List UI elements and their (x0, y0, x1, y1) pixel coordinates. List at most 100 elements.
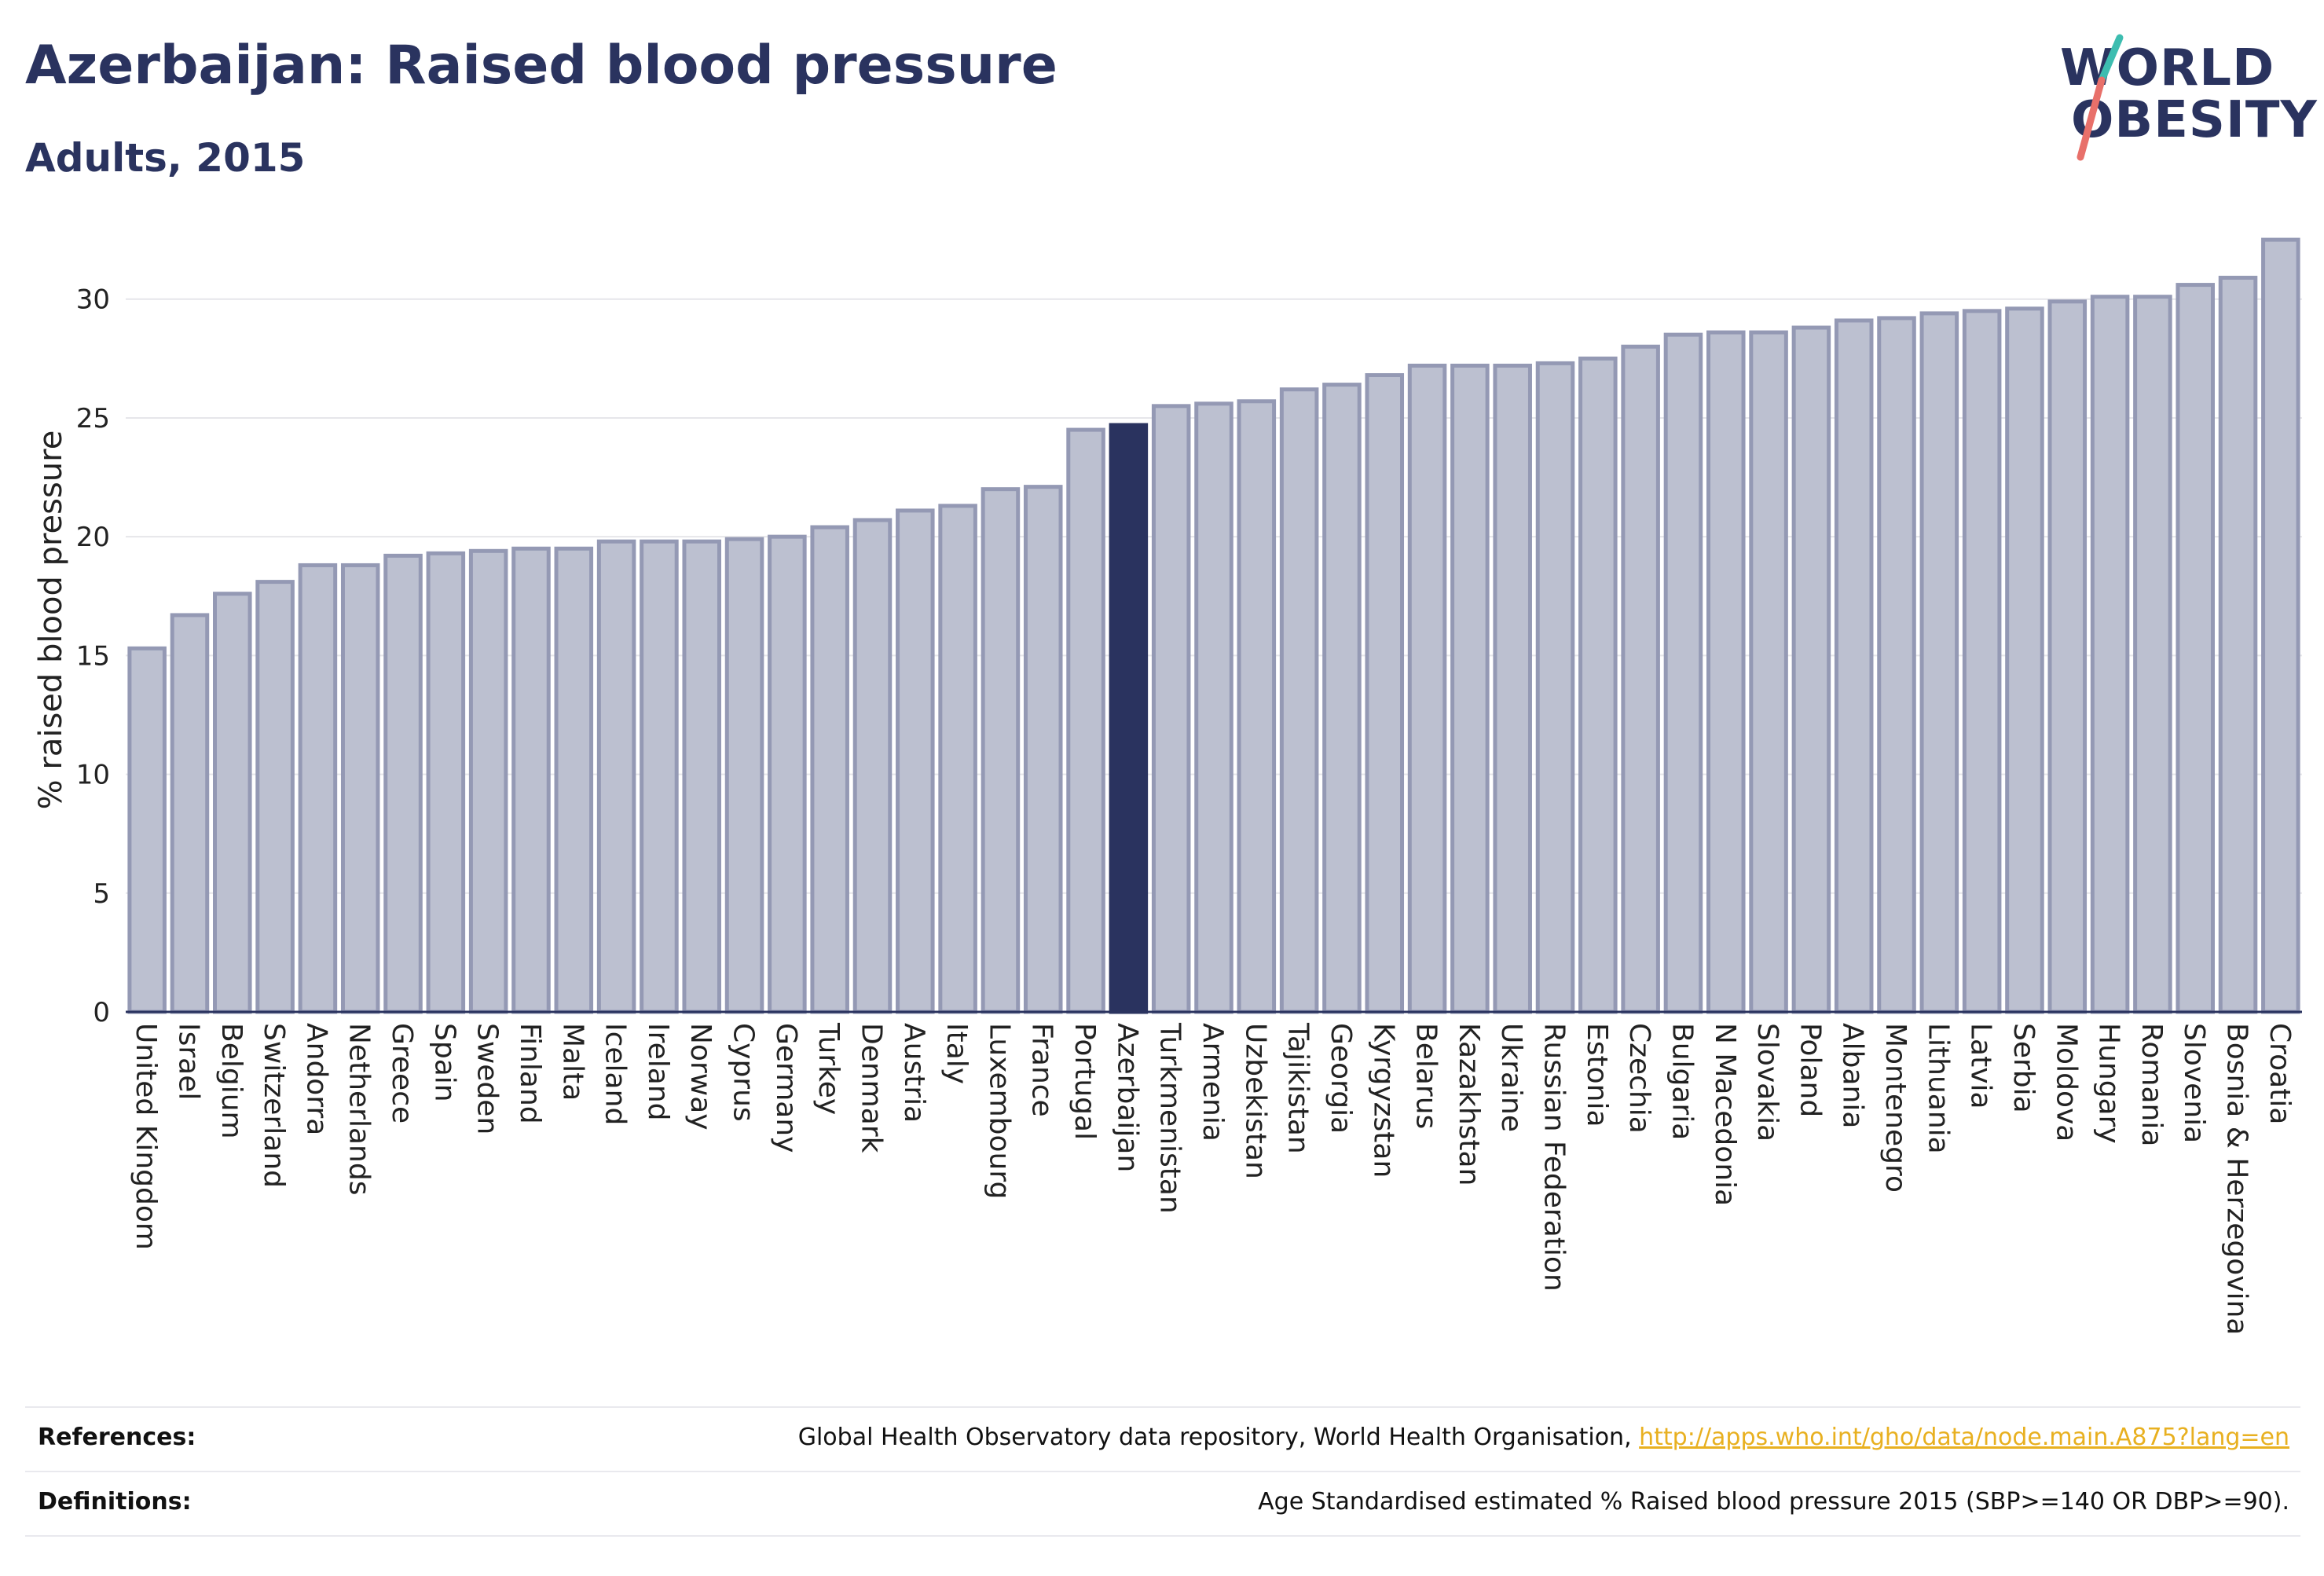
x-tick-label: Romania (2135, 1023, 2168, 1146)
bar (2133, 295, 2172, 1014)
bar-chart: 0 5 10 15 20 25 30 % raised blood pressure Unite… (33, 237, 2302, 1335)
bar (2218, 276, 2258, 1014)
x-tick-label: Denmark (855, 1023, 887, 1153)
bar (1407, 363, 1447, 1014)
logo-line1: WORLD (2060, 39, 2275, 97)
x-tick-label: Greece (386, 1023, 418, 1123)
x-tick-label: Belarus (1410, 1023, 1442, 1129)
x-tick-label: Luxembourg (983, 1023, 1015, 1199)
bar (340, 563, 380, 1014)
x-tick-label: Armenia (1197, 1023, 1229, 1142)
x-tick-label: Belgium (215, 1023, 247, 1139)
x-tick-label: France (1026, 1023, 1058, 1117)
x-tick-label: Turkmenistan (1154, 1022, 1186, 1214)
x-tick-label: Czechia (1623, 1023, 1655, 1134)
bar (511, 546, 551, 1014)
bar (1663, 332, 1703, 1014)
bar (213, 592, 252, 1014)
bar (896, 508, 935, 1014)
footer-divider (25, 1406, 2300, 1408)
x-tick-label: Lithuania (1922, 1023, 1954, 1154)
bar (981, 487, 1021, 1014)
x-tick-label: Finland (514, 1023, 546, 1124)
logo-slash-icon (2077, 34, 2124, 161)
bar (1535, 361, 1575, 1014)
x-tick-label: Norway (684, 1023, 717, 1131)
x-tick-label: Turkey (812, 1022, 845, 1115)
bar (2261, 237, 2300, 1014)
x-tick-label: Kazakhstan (1453, 1023, 1485, 1186)
x-tick-label: Poland (1794, 1023, 1826, 1117)
bar (1621, 344, 1660, 1014)
x-tick-label: Andorra (300, 1023, 332, 1135)
x-tick-label: Ukraine (1495, 1023, 1527, 1132)
bar (1066, 427, 1105, 1014)
bar (1023, 485, 1063, 1014)
bar (1791, 325, 1831, 1014)
x-tick-label: Spain (428, 1023, 460, 1102)
bar (170, 613, 210, 1014)
bar (1706, 330, 1746, 1014)
definitions-value: Age Standardised estimated % Raised bloo… (1258, 1488, 2289, 1516)
bar (255, 580, 295, 1014)
x-tick-label: Sweden (471, 1023, 504, 1134)
x-tick-label: Netherlands (343, 1023, 376, 1195)
x-tick-label: Croatia (2264, 1023, 2296, 1124)
x-tick-label: Estonia (1581, 1023, 1613, 1127)
bar (1151, 404, 1191, 1014)
bar (852, 518, 893, 1014)
logo-line2: OBESITY (2071, 91, 2318, 149)
bar (1365, 373, 1405, 1014)
bar (724, 537, 764, 1014)
references-label: References: (38, 1424, 196, 1451)
bar (1109, 423, 1149, 1014)
y-tick-label: 15 (76, 640, 110, 672)
bar (768, 534, 807, 1014)
bar (2176, 283, 2215, 1014)
references-row: References: Global Health Observatory da… (38, 1416, 2289, 1463)
y-tick-label: 30 (76, 284, 110, 316)
bar (2047, 299, 2088, 1014)
x-tick-label: Serbia (2007, 1023, 2040, 1113)
bar (1962, 309, 2002, 1014)
x-tick-label: Bulgaria (1666, 1023, 1698, 1140)
x-tick-label: Latvia (1965, 1023, 1997, 1109)
page-title: Azerbaijan: Raised blood pressure (25, 35, 1058, 97)
definitions-label: Definitions: (38, 1488, 192, 1516)
x-tick-label: United Kingdom (130, 1023, 162, 1250)
bar (810, 525, 849, 1014)
references-value: Global Health Observatory data repositor… (798, 1424, 2289, 1451)
x-tick-label: Hungary (2093, 1023, 2125, 1144)
page-subtitle: Adults, 2015 (25, 135, 306, 181)
bar (298, 563, 338, 1014)
footer-divider (25, 1535, 2300, 1537)
x-tick-label: Uzbekistan (1239, 1023, 1271, 1179)
bar (2090, 295, 2130, 1014)
bar (682, 539, 722, 1014)
x-tick-label: Austria (898, 1023, 930, 1123)
x-tick-label: Moldova (2050, 1023, 2082, 1142)
x-tick-label: Bosnia & Herzegovina (2221, 1023, 2253, 1335)
x-tick-label: Albania (1837, 1023, 1869, 1128)
footer-divider (25, 1471, 2300, 1472)
x-tick-label: N Macedonia (1709, 1023, 1741, 1206)
x-tick-label: Georgia (1325, 1023, 1357, 1134)
bar (1322, 383, 1362, 1014)
y-tick-label: 25 (76, 403, 110, 434)
x-tick-label: Azerbaijan (1111, 1023, 1143, 1172)
x-tick-label: Iceland (599, 1023, 632, 1125)
x-tick-label: Malta (556, 1023, 588, 1101)
bar (426, 551, 466, 1014)
x-tick-label: Israel (172, 1023, 204, 1100)
bar (1578, 356, 1618, 1014)
x-tick-label: Kyrgyzstan (1367, 1023, 1399, 1178)
y-axis-label: % raised blood pressure (33, 431, 69, 810)
bar (596, 539, 636, 1014)
x-tick-label: Cyprus (728, 1023, 760, 1122)
references-link[interactable]: http://apps.who.int/gho/data/node.main.A… (1639, 1424, 2289, 1451)
definitions-row: Definitions: Age Standardised estimated … (38, 1480, 2289, 1527)
bar (640, 539, 679, 1014)
bar (383, 553, 423, 1014)
x-tick-label: Ireland (642, 1023, 674, 1121)
bar (1877, 316, 1916, 1014)
